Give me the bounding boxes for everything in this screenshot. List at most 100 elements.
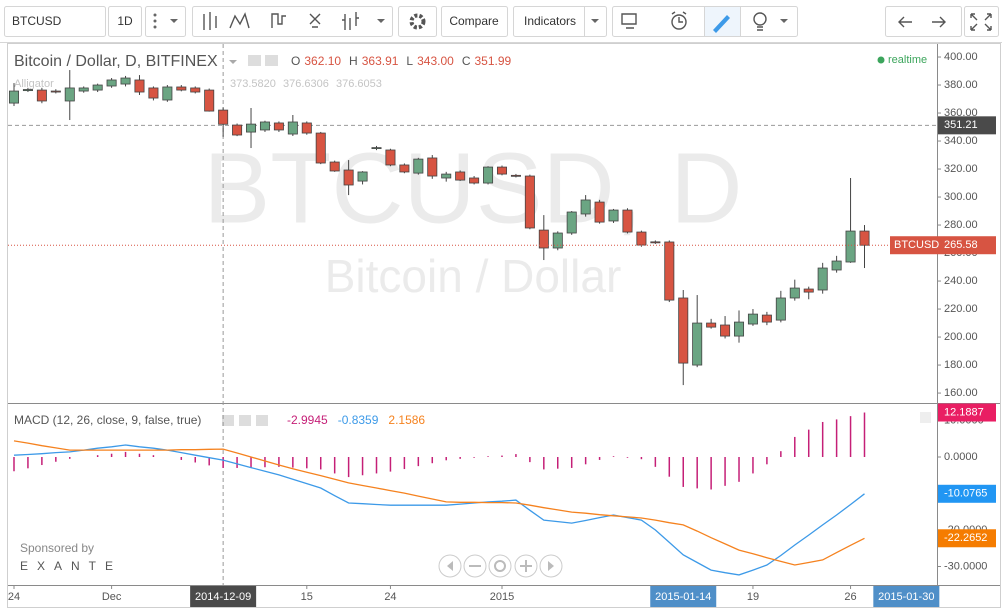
sponsor-brand: EXANTE (20, 559, 122, 573)
candle-body (580, 199, 591, 215)
caret (377, 19, 385, 23)
template-icon[interactable] (621, 13, 637, 29)
last-value-badge (938, 529, 996, 548)
candle-body (36, 89, 47, 102)
legend-icon[interactable] (256, 415, 268, 426)
idea-icon[interactable] (753, 12, 767, 26)
candle-body (204, 89, 215, 112)
legend-icon[interactable] (222, 415, 234, 426)
candle-body (845, 230, 856, 263)
indicator-value: 373.5820 (230, 78, 276, 90)
pnf-icon[interactable] (309, 13, 321, 28)
last-value-badge (938, 403, 996, 422)
interval-button[interactable] (108, 6, 142, 37)
ohlc-name: C (462, 54, 471, 68)
compare-button[interactable] (441, 6, 508, 37)
x-tick-badge (190, 586, 257, 607)
candle-body (803, 288, 814, 293)
ohlc-value: 351.99 (474, 54, 511, 68)
candle-body (441, 173, 452, 179)
legend-icon[interactable] (248, 55, 261, 66)
candle-body (483, 166, 494, 184)
last-price-label: 265.58 (944, 239, 978, 251)
candle-body (8, 90, 19, 104)
chart-frame (7, 43, 1001, 608)
candle-body (259, 121, 270, 131)
last-price-name: BTCUSD (894, 239, 939, 251)
candle-body (608, 209, 619, 222)
candles-icon[interactable] (203, 12, 217, 30)
alert-hands (671, 11, 687, 23)
macd-line (13, 440, 865, 566)
legend-icon[interactable] (265, 55, 278, 66)
x-tick-label: 2015 (490, 591, 514, 603)
candle-body (287, 121, 298, 135)
caret (229, 60, 237, 64)
ohlc-name: O (291, 54, 300, 68)
candle-body (22, 89, 33, 92)
reset[interactable] (488, 554, 512, 578)
candle-body (399, 164, 410, 173)
watermark-description: Bitcoin / Dollar (325, 250, 622, 302)
candle-body (427, 157, 438, 177)
candle-body (455, 171, 466, 181)
alert-icon[interactable] (671, 14, 687, 30)
last-price-badge (890, 236, 996, 255)
legend-icon[interactable] (239, 415, 251, 426)
candle-body (301, 122, 312, 134)
candle-body (469, 177, 480, 184)
indicators-button[interactable] (513, 6, 607, 37)
y-tick-label: 200.00 (944, 331, 978, 343)
candle-body (510, 174, 521, 177)
candle-body (176, 86, 187, 91)
candle-body (106, 79, 117, 87)
candle-body (246, 123, 257, 133)
x-tick-label: 19 (747, 591, 759, 603)
candle-body (734, 321, 745, 337)
undo-icon[interactable] (898, 16, 912, 28)
y-tick-label: 240.00 (944, 275, 978, 287)
fullscreen-button[interactable] (964, 6, 999, 37)
candle-body (134, 79, 145, 93)
candle-body (761, 314, 772, 323)
ohlc-name: L (406, 54, 413, 68)
x-tick-label: 2015-01-14 (655, 591, 711, 603)
y-tick-label: -30.0000 (944, 560, 987, 572)
crosshair-label: 351.21 (944, 119, 978, 131)
y-tick-label: 220.00 (944, 303, 978, 315)
last-value-label: -10.0765 (944, 488, 987, 500)
chart-style-group[interactable] (192, 6, 393, 37)
settings-button[interactable] (398, 6, 437, 37)
candle-body (622, 209, 633, 233)
x-tick-label: 2015-01-30 (878, 591, 934, 603)
symbol-button[interactable] (4, 6, 106, 37)
y-tick-label: 340.00 (944, 135, 978, 147)
x-tick-label: 24 (384, 591, 396, 603)
candle-body (385, 149, 396, 166)
redo-icon[interactable] (932, 16, 946, 28)
caret (780, 19, 788, 23)
legend-value: 2.1586 (388, 413, 425, 427)
dot (153, 25, 157, 29)
candle-body (496, 166, 507, 175)
ohlc-legend: O 362.10 H 363.91 L 343.00 C 351.99 (291, 54, 512, 68)
reset-sign (494, 560, 506, 572)
ohlc-value: 363.91 (362, 54, 399, 68)
candle-body (552, 232, 563, 249)
candle-body (232, 124, 243, 136)
line-icon[interactable] (229, 12, 250, 29)
undo-redo-group[interactable] (885, 6, 962, 37)
candle-body (92, 84, 103, 91)
candle-body (706, 322, 717, 328)
candle-body (329, 161, 340, 172)
dot (153, 19, 157, 23)
more-intervals[interactable] (145, 6, 186, 37)
realtime-dot (877, 56, 885, 64)
heikin-icon[interactable] (342, 12, 359, 30)
bars-icon[interactable] (271, 13, 286, 28)
maximize-pane[interactable] (920, 412, 931, 423)
compare-text: Compare (449, 14, 499, 28)
candle-body (650, 241, 661, 244)
